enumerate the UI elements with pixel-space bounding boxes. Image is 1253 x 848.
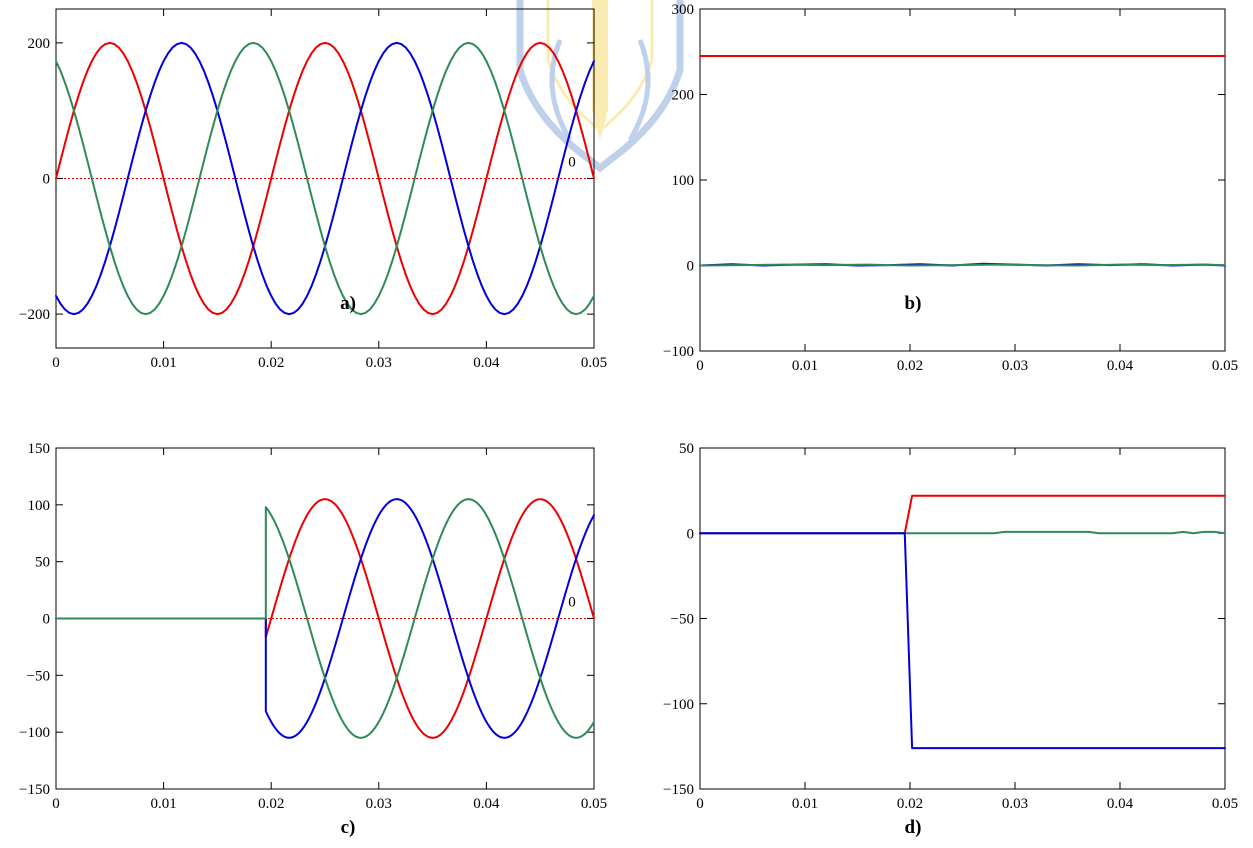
x-tick-label: 0 bbox=[52, 355, 60, 371]
crest-laurel bbox=[549, 39, 651, 142]
x-tick-label: 0.05 bbox=[581, 355, 607, 371]
series-line-green bbox=[55, 498, 595, 739]
y-tick-label: 200 bbox=[28, 36, 51, 52]
x-tick-label: 0.05 bbox=[1212, 358, 1238, 374]
chart-panel-d: 0 0.01 0.02 0.03 0.04 0.05 −150 −100 −50 0 50 d) bbox=[663, 441, 1238, 838]
panel-label-d: d) bbox=[905, 817, 922, 838]
x-tick-label: 0 bbox=[696, 796, 704, 812]
series-line-green bbox=[699, 263, 1226, 267]
y-tick-label: 0 bbox=[43, 172, 51, 188]
y-tick-label: 50 bbox=[35, 555, 50, 571]
crest-inner-shield bbox=[546, 0, 654, 132]
x-tick-label: 0.02 bbox=[897, 358, 923, 374]
series-line-green bbox=[55, 41, 595, 316]
chart-panel-a: 0 0.01 0.02 0.03 0.04 0.05 −200 0 200 0 a) bbox=[19, 8, 607, 371]
y-tick-label: −50 bbox=[27, 668, 50, 684]
plot-frame-d bbox=[699, 447, 1226, 790]
y-tick-label: 100 bbox=[28, 498, 51, 514]
x-tick-label: 0.03 bbox=[1002, 796, 1028, 812]
x-tick-label: 0.05 bbox=[1212, 796, 1238, 812]
x-tick-label: 0.04 bbox=[1107, 796, 1134, 812]
crest-shield bbox=[516, 0, 684, 173]
plot-frame-b bbox=[699, 8, 1226, 352]
x-tick-label: 0.03 bbox=[366, 355, 392, 371]
x-tick-label: 0.01 bbox=[150, 796, 176, 812]
series-line-red bbox=[699, 494, 1226, 535]
zero-marker-label: 0 bbox=[568, 155, 576, 171]
y-tick-label: 0 bbox=[687, 259, 695, 275]
series-line-red bbox=[55, 498, 595, 739]
y-tick-label: −100 bbox=[19, 725, 50, 741]
y-tick-label: 150 bbox=[28, 441, 51, 457]
y-tick-label: −100 bbox=[663, 697, 694, 713]
y-tick-label: 50 bbox=[679, 441, 694, 457]
y-tick-label: −150 bbox=[663, 782, 694, 798]
x-tick-label: 0.04 bbox=[473, 355, 500, 371]
x-tick-label: 0.05 bbox=[581, 796, 607, 812]
x-tick-label: 0 bbox=[52, 796, 60, 812]
x-tick-label: 0.04 bbox=[1107, 358, 1134, 374]
x-tick-label: 0.03 bbox=[1002, 358, 1028, 374]
y-tick-label: 200 bbox=[672, 88, 695, 104]
panel-label-c: c) bbox=[341, 817, 356, 838]
y-tick-label: 100 bbox=[672, 173, 695, 189]
zero-marker-label: 0 bbox=[568, 595, 576, 611]
panels-group: 0 0.01 0.02 0.03 0.04 0.05 −200 0 200 0 a) 0 0.01 0.0… bbox=[19, 2, 1238, 838]
y-tick-label: −100 bbox=[663, 344, 694, 360]
y-tick-label: −150 bbox=[19, 782, 50, 798]
x-tick-label: 0.02 bbox=[258, 355, 284, 371]
y-tick-label: −50 bbox=[671, 612, 694, 628]
x-tick-label: 0.02 bbox=[897, 796, 923, 812]
crest-watermark bbox=[516, 0, 684, 173]
panel-label-b: b) bbox=[905, 293, 922, 314]
y-tick-label: 0 bbox=[43, 612, 51, 628]
y-tick-label: 300 bbox=[672, 2, 695, 18]
x-tick-label: 0.04 bbox=[473, 796, 500, 812]
x-tick-label: 0.01 bbox=[150, 355, 176, 371]
chart-panel-c: 0 0.01 0.02 0.03 0.04 0.05 −150 −100 −50 0 50 100 15… bbox=[19, 441, 607, 838]
series-line-blue bbox=[699, 532, 1226, 750]
x-tick-label: 0.03 bbox=[366, 796, 392, 812]
crest-torch bbox=[592, 0, 608, 140]
series-line-green bbox=[699, 530, 1226, 535]
series-line-blue bbox=[55, 498, 595, 739]
y-tick-label: 0 bbox=[687, 526, 695, 542]
panel-label-a: a) bbox=[340, 293, 356, 314]
x-tick-label: 0.02 bbox=[258, 796, 284, 812]
x-tick-label: 0.01 bbox=[792, 796, 818, 812]
y-tick-label: −200 bbox=[19, 307, 50, 323]
x-tick-label: 0.01 bbox=[792, 358, 818, 374]
x-tick-label: 0 bbox=[696, 358, 704, 374]
